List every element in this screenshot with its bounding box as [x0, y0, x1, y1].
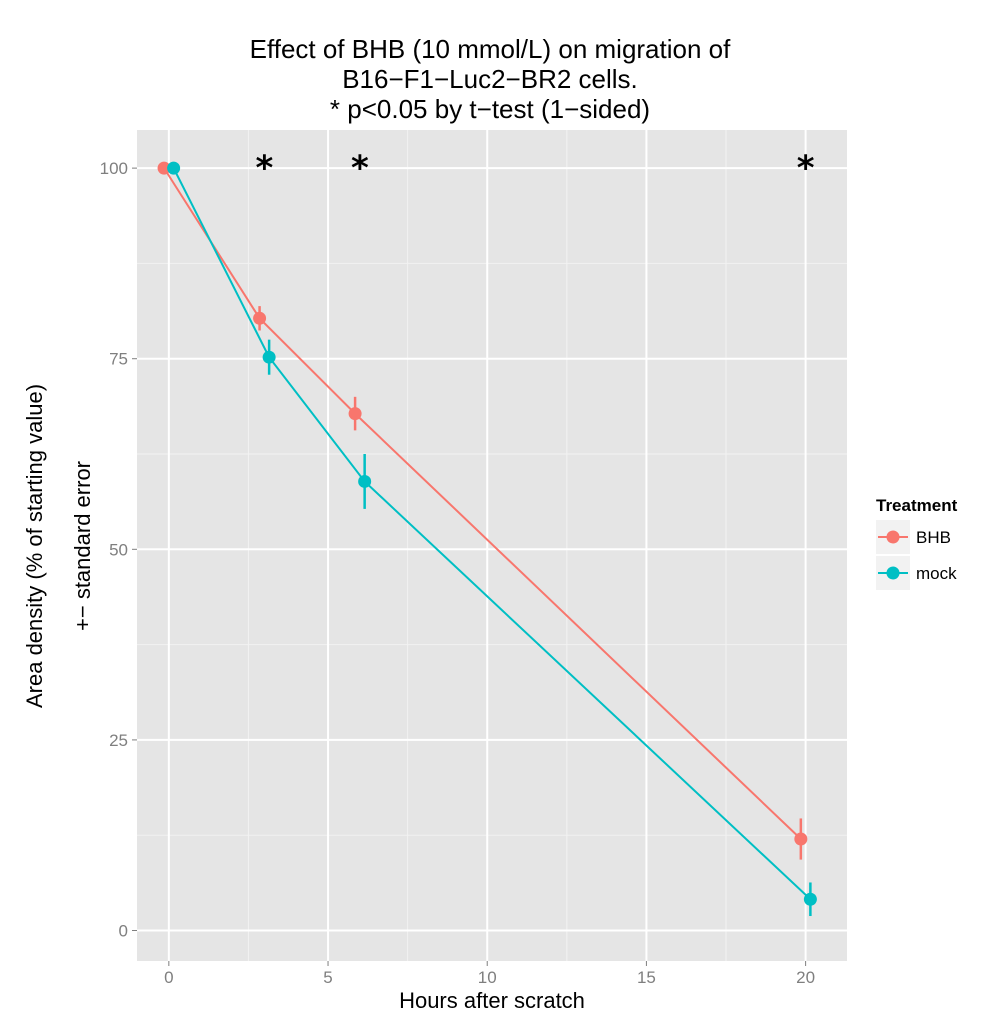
x-tick-label: 10 [478, 968, 497, 987]
significance-markers: * * * [255, 149, 814, 189]
legend-label-mock: mock [916, 564, 957, 583]
minor-gridlines [137, 130, 847, 961]
y-tick-label: 25 [109, 731, 128, 750]
x-axis-ticks: 0 5 10 15 20 [164, 961, 815, 987]
data-point-mock [262, 350, 276, 364]
data-point-mock [358, 474, 372, 488]
significance-asterisk: * [351, 149, 369, 189]
y-tick-label: 0 [119, 922, 128, 941]
chart-title: Effect of BHB (10 mmol/L) on migration o… [250, 34, 731, 124]
data-point-mock [167, 161, 181, 175]
y-axis-title-line-1: Area density (% of starting value) [22, 384, 47, 708]
x-tick-label: 20 [796, 968, 815, 987]
legend-title: Treatment [876, 496, 958, 515]
x-axis-title: Hours after scratch [399, 988, 585, 1013]
data-point-bhb [253, 311, 267, 325]
y-axis-title-line-2: +− standard error [70, 461, 95, 631]
series-lines [163, 167, 812, 900]
significance-asterisk: * [797, 149, 815, 189]
chart-title-line-2: B16−F1−Luc2−BR2 cells. [342, 64, 638, 94]
x-tick-label: 0 [164, 968, 173, 987]
chart-title-line-3: * p<0.05 by t−test (1−sided) [330, 94, 650, 124]
data-points [157, 161, 817, 906]
series-line-mock [172, 167, 812, 900]
y-tick-label: 50 [109, 540, 128, 559]
major-gridlines [137, 130, 847, 961]
significance-asterisk: * [255, 149, 273, 189]
x-tick-label: 15 [637, 968, 656, 987]
y-tick-label: 75 [109, 350, 128, 369]
x-tick-label: 5 [323, 968, 332, 987]
y-axis-ticks: 0 25 50 75 100 [100, 159, 137, 941]
chart-title-line-1: Effect of BHB (10 mmol/L) on migration o… [250, 34, 731, 64]
data-point-bhb [348, 407, 362, 421]
legend: Treatment BHB mock [876, 496, 958, 590]
data-point-mock [803, 892, 817, 906]
data-point-bhb [794, 832, 808, 846]
legend-point-bhb [886, 530, 900, 544]
legend-point-mock [886, 566, 900, 580]
data-point-bhb [157, 161, 171, 175]
legend-label-bhb: BHB [916, 528, 951, 547]
y-tick-label: 100 [100, 159, 128, 178]
